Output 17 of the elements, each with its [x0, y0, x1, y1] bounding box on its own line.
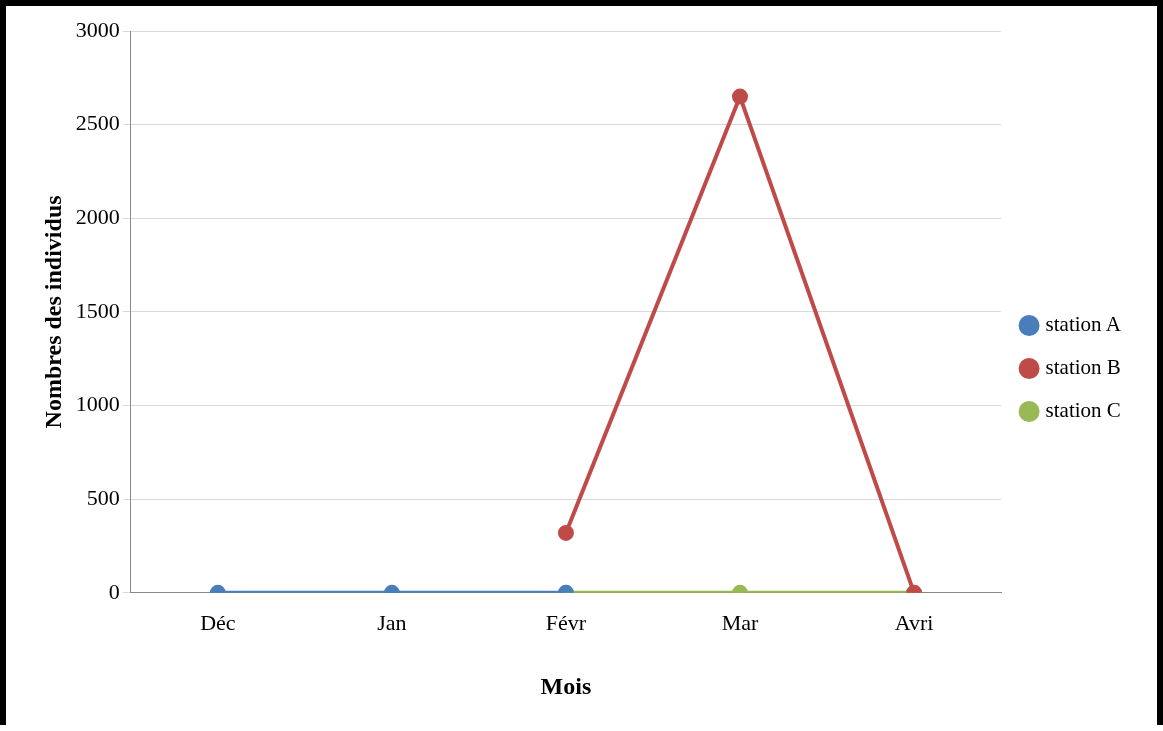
legend-label: station B	[1045, 355, 1121, 380]
y-tick-label: 0	[108, 578, 120, 604]
y-tick-label: 3000	[75, 16, 120, 42]
y-tick-label: 500	[86, 484, 120, 510]
y-tick-label: 2000	[75, 204, 120, 230]
y-axis-title: Nombres des individus	[39, 195, 66, 429]
legend-label: station A	[1045, 312, 1122, 337]
x-tick-label: Mar	[721, 609, 759, 635]
x-tick-label: Févr	[545, 609, 587, 635]
y-tick-label: 1500	[75, 297, 120, 323]
y-tick-label: 2500	[75, 110, 120, 136]
x-axis-title: Mois	[540, 672, 592, 699]
x-tick-label: Déc	[200, 609, 236, 635]
legend-label: station C	[1045, 398, 1121, 423]
x-tick-label: Avri	[894, 609, 934, 635]
x-tick-label: Jan	[377, 609, 407, 635]
y-tick-label: 1000	[75, 391, 120, 417]
